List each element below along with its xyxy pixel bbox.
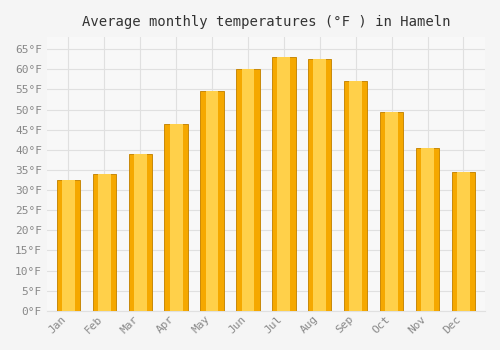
Bar (457, 172, 470, 311)
Bar (416, 148, 439, 311)
Bar (452, 172, 475, 311)
Bar (164, 124, 188, 311)
Bar (385, 112, 398, 311)
Bar (350, 82, 362, 311)
Bar (128, 154, 152, 311)
Bar (308, 59, 332, 311)
Title: Average monthly temperatures (°F ) in Hameln: Average monthly temperatures (°F ) in Ha… (82, 15, 450, 29)
Bar (272, 57, 295, 311)
Bar (314, 59, 326, 311)
Bar (98, 174, 110, 311)
Bar (344, 82, 368, 311)
Bar (56, 180, 80, 311)
Bar (62, 180, 75, 311)
Bar (380, 112, 404, 311)
Bar (278, 57, 290, 311)
Bar (242, 69, 254, 311)
Bar (236, 69, 260, 311)
Bar (134, 154, 146, 311)
Bar (206, 91, 218, 311)
Bar (92, 174, 116, 311)
Bar (200, 91, 224, 311)
Bar (170, 124, 182, 311)
Bar (421, 148, 434, 311)
